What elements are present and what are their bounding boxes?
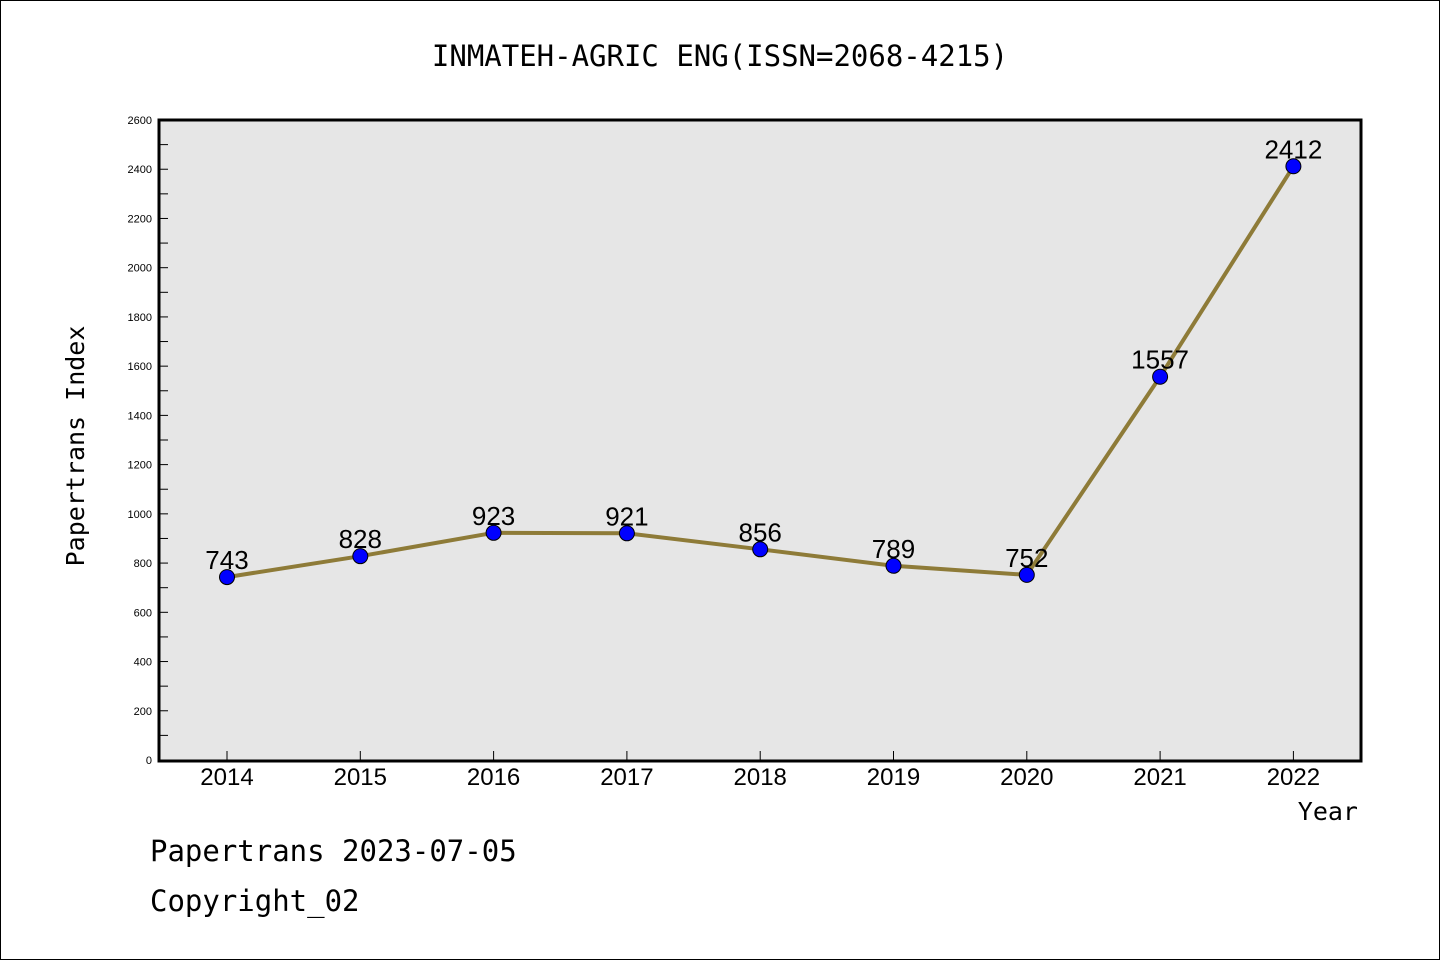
y-tick-label: 2600 (128, 115, 152, 127)
x-tick-label: 2020 (1000, 764, 1053, 791)
data-point-2020 (1018, 566, 1035, 583)
data-point-2021 (1152, 368, 1169, 385)
x-tick-label: 2014 (200, 764, 253, 791)
data-label: 923 (472, 501, 515, 531)
y-tick-label: 600 (134, 607, 152, 619)
y-tick-label: 1400 (128, 410, 152, 422)
data-label: 752 (1005, 543, 1048, 573)
x-tick-label: 2022 (1267, 764, 1320, 791)
data-label: 2412 (1264, 134, 1322, 164)
y-tick-label: 400 (134, 657, 152, 669)
y-tick-label: 2000 (128, 263, 152, 275)
data-point-2017 (618, 525, 635, 542)
data-point-2018 (752, 541, 769, 558)
y-tick-label: 2200 (128, 213, 152, 225)
y-tick-label: 200 (134, 706, 152, 718)
x-axis-label: Year (1298, 797, 1358, 826)
y-axis-label: Papertrans Index (61, 326, 90, 567)
y-tick-label: 800 (134, 558, 152, 570)
x-tick-label: 2017 (600, 764, 653, 791)
y-tick-label: 1200 (128, 460, 152, 472)
data-point-2019 (885, 557, 902, 574)
footer-copyright: Copyright_02 (150, 884, 360, 918)
x-tick-label: 2018 (734, 764, 787, 791)
data-point-2014 (219, 569, 235, 586)
chart-title: INMATEH-AGRIC ENG(ISSN=2068-4215) (432, 39, 1008, 73)
data-label: 1557 (1131, 345, 1189, 375)
y-tick-label: 0 (146, 755, 152, 767)
data-label: 789 (872, 534, 915, 564)
data-label: 856 (739, 517, 782, 547)
data-label: 828 (339, 524, 382, 554)
data-point-2022 (1285, 158, 1302, 175)
data-label: 921 (605, 501, 648, 531)
x-tick-label: 2016 (467, 764, 520, 791)
y-tick-label: 1800 (128, 312, 152, 324)
x-axis: 2014 2015 2016 2017 2018 2019 2020 2021 2022 (200, 751, 1320, 791)
y-tick-label: 1000 (128, 509, 152, 521)
plot-area (157, 118, 1363, 763)
data-labels: 743 828 923 921 856 789 752 1557 2412 (205, 134, 1322, 575)
x-tick-label: 2019 (867, 764, 920, 791)
footer-date: Papertrans 2023-07-05 (150, 834, 517, 868)
y-axis: 0 200 400 600 800 1000 1200 1400 1600 1800 2000 220… (128, 115, 168, 767)
y-tick-label: 2400 (128, 164, 152, 176)
data-point-2016 (485, 524, 502, 541)
y-tick-label: 1600 (128, 361, 152, 373)
x-tick-label: 2015 (334, 764, 387, 791)
series-markers (219, 158, 1302, 586)
data-point-2015 (352, 548, 369, 565)
x-tick-label: 2021 (1133, 764, 1186, 791)
data-label: 743 (205, 545, 248, 575)
